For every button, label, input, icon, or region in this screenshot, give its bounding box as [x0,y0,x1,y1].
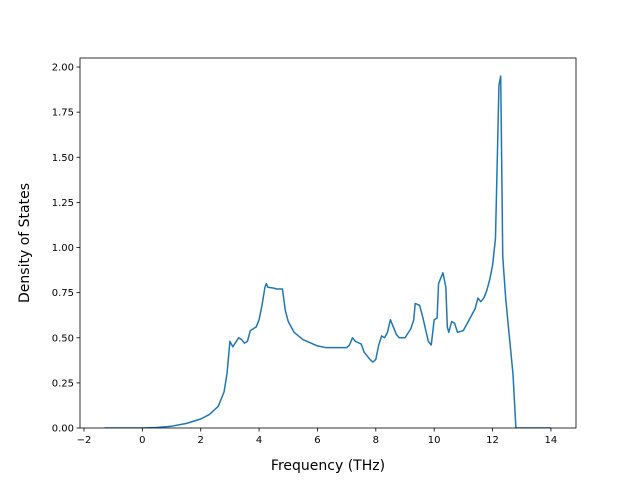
y-tick-label: 0.00 [52,424,74,435]
x-tick-label: 8 [373,435,379,446]
x-tick-label: 2 [198,435,204,446]
x-tick-label: 12 [486,435,499,446]
y-tick-label: 0.75 [52,288,74,299]
y-tick-label: 0.25 [52,378,74,389]
y-tick-label: 1.50 [52,153,74,164]
x-tick-label: 6 [314,435,320,446]
x-tick-label: −2 [77,435,92,446]
data-line [104,75,551,428]
y-tick-label: 1.75 [52,108,74,119]
x-axis-label: Frequency (THz) [271,458,385,474]
x-tick-label: 4 [256,435,262,446]
x-tick-label: 14 [545,435,558,446]
y-axis-label: Density of States [17,183,33,303]
y-tick-label: 1.00 [52,243,74,254]
plot-frame [79,57,577,429]
x-tick-label: 10 [428,435,441,446]
y-tick-label: 1.25 [52,198,74,209]
y-tick-label: 0.50 [52,333,74,344]
y-tick-label: 2.00 [52,63,74,74]
x-tick-label: 0 [139,435,145,446]
